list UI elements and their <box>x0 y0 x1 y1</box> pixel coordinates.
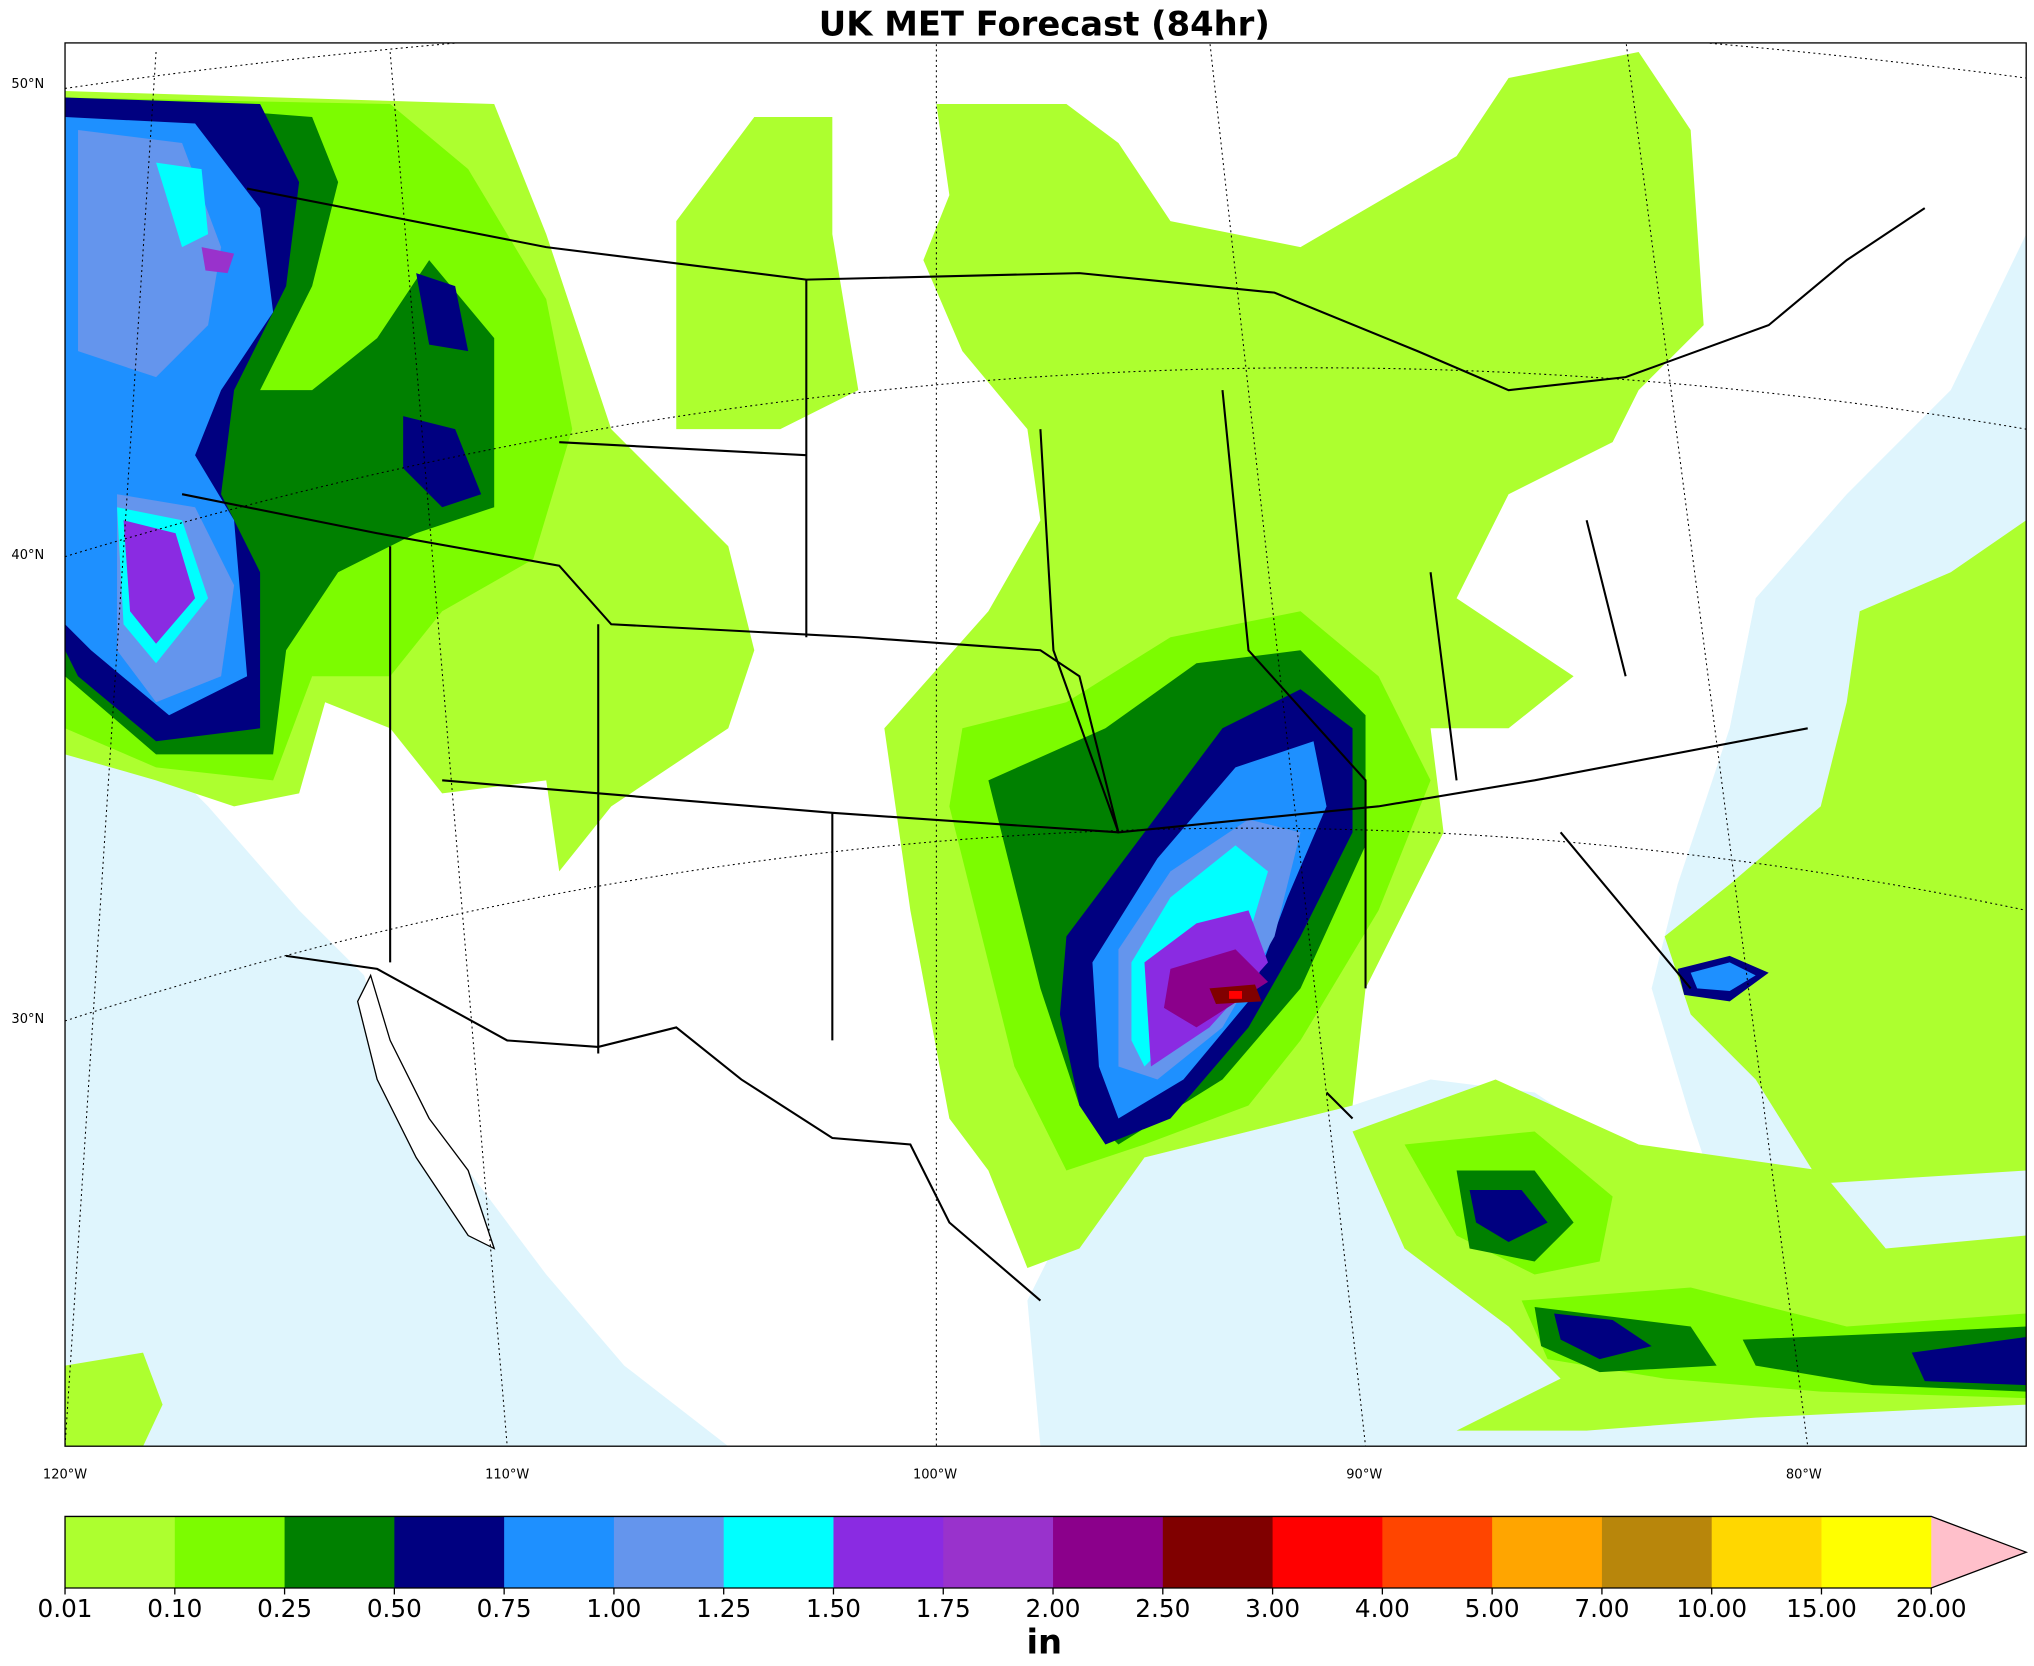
title: UK MET Forecast (84hr) <box>819 5 1270 44</box>
colorbar-segment <box>1492 1516 1603 1588</box>
colorbar-tick-label: 1.00 <box>586 1594 641 1623</box>
colorbar-segment <box>65 1516 176 1588</box>
map-frame <box>64 42 2027 1447</box>
colorbar-tick-label: 2.00 <box>1026 1594 1081 1623</box>
lat-label: 50°N <box>11 77 44 92</box>
colorbar-segment <box>1382 1516 1493 1588</box>
colorbar-tick-label: 0.75 <box>477 1594 532 1623</box>
colorbar-extend <box>1931 1516 2027 1588</box>
lat-labels: 50°N 40°N 30°N <box>11 77 44 1027</box>
colorbar-segment <box>613 1516 725 1588</box>
colorbar-segment <box>1821 1516 1932 1588</box>
colorbar-tick-label: 15.00 <box>1786 1594 1857 1623</box>
colorbar-segment <box>284 1516 396 1588</box>
graticule <box>65 42 2027 1447</box>
colorbar-tick-label: 2.50 <box>1135 1594 1190 1623</box>
baja <box>356 973 496 1250</box>
lon-labels: 120°W 110°W 100°W 90°W 80°W <box>43 1467 1822 1482</box>
colorbar-tick-label: 4.00 <box>1355 1594 1410 1623</box>
map <box>65 42 2027 1447</box>
lon-label: 90°W <box>1346 1467 1382 1482</box>
colorbar-segment <box>174 1516 286 1588</box>
colorbar-segment <box>1162 1516 1274 1588</box>
colorbar-tick-label: 0.50 <box>367 1594 422 1623</box>
colorbar-tick-label: 1.75 <box>916 1594 971 1623</box>
colorbar-tick-label: 7.00 <box>1574 1594 1629 1623</box>
colorbar-segment <box>1272 1516 1384 1588</box>
lon-label: 110°W <box>485 1467 529 1482</box>
colorbar-segment <box>1711 1516 1823 1588</box>
colorbar-segment <box>394 1516 505 1588</box>
lon-label: 120°W <box>43 1467 87 1482</box>
colorbar-tick-label: 1.25 <box>696 1594 751 1623</box>
colorbar-tick-label: 3.00 <box>1245 1594 1300 1623</box>
colorbar-tick-label: 5.00 <box>1465 1594 1520 1623</box>
lon-label: 100°W <box>913 1467 957 1482</box>
colorbar: 0.01 0.10 0.25 0.50 0.75 1.00 1.25 1.50 1.75 2.00… <box>38 1515 2029 1661</box>
colorbar-segment <box>833 1516 944 1588</box>
colorbar-tick-label: 20.00 <box>1896 1594 1967 1623</box>
lat-label: 40°N <box>11 548 44 563</box>
colorbar-tick-label: 0.25 <box>257 1594 312 1623</box>
colorbar-segment <box>1601 1516 1713 1588</box>
colorbar-segment <box>504 1516 615 1588</box>
colorbar-tick-label: 0.01 <box>38 1594 93 1623</box>
colorbar-segment <box>943 1516 1054 1588</box>
colorbar-tick-label: 0.10 <box>147 1594 202 1623</box>
borders <box>181 187 1926 1302</box>
colorbar-tick-label: 1.50 <box>806 1594 861 1623</box>
colorbar-tick-label: 10.00 <box>1676 1594 1747 1623</box>
colorbar-outline <box>64 1515 2029 1589</box>
colorbar-label: in <box>1026 1622 1062 1661</box>
lat-label: 30°N <box>11 1012 44 1027</box>
colorbar-segment <box>1053 1516 1164 1588</box>
colorbar-segment <box>723 1516 835 1588</box>
lon-label: 80°W <box>1786 1467 1822 1482</box>
precip <box>65 52 2027 1447</box>
